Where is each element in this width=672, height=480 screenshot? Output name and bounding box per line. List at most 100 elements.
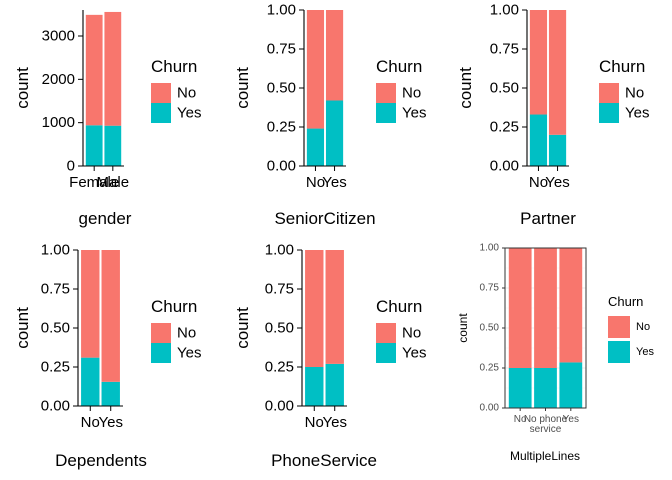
bar-no-2 [559,248,583,363]
bar-yes-0 [306,128,325,166]
chart-panel-Partner: 0.000.250.500.751.00NoYesPartnercountChu… [456,2,649,229]
x-tick-label: No [529,174,548,191]
y-tick-label: 0.00 [41,398,70,415]
bar-yes-2 [559,362,583,408]
y-tick-label: 1.00 [490,2,519,19]
bar-yes-1 [104,125,122,166]
x-axis-title: gender [79,209,132,228]
legend-key-No [151,83,171,103]
legend-key-Yes [376,103,396,123]
legend: Churn No Yes [151,57,201,123]
bar-no-0 [85,14,103,126]
legend-label-No: No [625,85,644,102]
x-axis-title: Partner [520,209,576,228]
bar-no-1 [101,250,120,382]
y-tick-label: 1.00 [480,243,500,254]
y-axis-title: count [13,307,32,349]
y-tick-label: 0.75 [490,41,519,58]
bar-no-0 [81,250,100,358]
y-tick-label: 0.25 [480,363,500,374]
y-tick-label: 0.75 [265,281,294,298]
legend-title: Churn [151,297,197,316]
legend-key-No [608,316,630,338]
bar-yes-1 [325,363,344,406]
x-tick-label: Yes [322,174,346,191]
bar-no-1 [325,250,344,364]
y-tick-label: 0.50 [490,80,519,97]
legend-title: Churn [151,57,197,76]
legend: Churn No Yes [376,57,426,123]
legend-label-Yes: Yes [177,105,201,122]
bar-yes-0 [529,114,548,166]
y-tick-label: 1.00 [267,2,296,19]
y-tick-label: 1.00 [265,242,294,259]
legend-key-Yes [151,103,171,123]
y-tick-label: 0.50 [265,320,294,337]
bar-no-1 [325,10,344,101]
bar-yes-0 [305,367,324,406]
y-tick-label: 0.75 [267,41,296,58]
chart-panel-PhoneService: 0.000.250.500.751.00NoYesPhoneServicecou… [233,242,426,471]
legend-title: Churn [599,57,645,76]
bar-yes-1 [101,381,120,406]
y-tick-label: 0.00 [267,158,296,175]
legend-label-Yes: Yes [402,345,426,362]
y-axis-title: count [456,67,475,109]
legend-key-Yes [608,341,630,363]
legend-label-Yes: Yes [625,105,649,122]
x-tick-label: Yes [545,174,569,191]
y-axis-title: count [233,67,252,109]
y-tick-label: 0.25 [41,359,70,376]
x-tick-label: No [305,414,324,431]
legend-label-No: No [636,321,650,333]
y-tick-label: 0.75 [480,283,500,294]
bar-no-1 [104,11,122,126]
x-axis-title: PhoneService [271,451,377,470]
legend-label-Yes: Yes [636,346,654,358]
legend: Churn No Yes [376,297,426,363]
y-tick-label: 0.50 [267,80,296,97]
legend-key-No [151,323,171,343]
legend-title: Churn [608,294,643,309]
x-axis-title: MultipleLines [510,449,580,463]
x-tick-label: Male [97,174,130,191]
legend-label-Yes: Yes [402,105,426,122]
legend-key-Yes [376,343,396,363]
legend-label-No: No [402,325,421,342]
bar-yes-1 [548,134,567,166]
y-tick-label: 0.25 [267,119,296,136]
legend: Churn No Yes [608,294,654,363]
x-axis-title: Dependents [55,451,147,470]
legend-label-No: No [402,85,421,102]
x-tick-label: No [306,174,325,191]
chart-panel-SeniorCitizen: 0.000.250.500.751.00NoYesSeniorCitizenco… [233,2,426,229]
x-tick-label: Yes [98,414,122,431]
x-axis-title: SeniorCitizen [274,209,375,228]
y-tick-label: 0.25 [265,359,294,376]
bar-no-0 [305,250,324,367]
x-tick-label: No [81,414,100,431]
legend-title: Churn [376,57,422,76]
y-tick-label: 0.25 [490,119,519,136]
x-tick-label: Yes [322,414,346,431]
legend-key-No [376,83,396,103]
y-tick-label: 0.00 [480,403,500,414]
bar-yes-0 [85,125,103,166]
y-tick-label: 0.00 [265,398,294,415]
y-axis-title: count [456,313,470,343]
y-tick-label: 1000 [42,114,75,131]
legend-label-No: No [177,85,196,102]
y-tick-label: 0 [67,158,75,175]
y-tick-label: 0.75 [41,281,70,298]
x-tick-label: No phone service [524,414,568,435]
legend-key-Yes [599,103,619,123]
legend-key-Yes [151,343,171,363]
legend-key-No [599,83,619,103]
bar-yes-1 [534,368,557,408]
legend: Churn No Yes [151,297,201,363]
y-tick-label: 3000 [42,28,75,45]
x-tick-label: No [514,414,527,425]
bar-no-0 [529,10,548,115]
